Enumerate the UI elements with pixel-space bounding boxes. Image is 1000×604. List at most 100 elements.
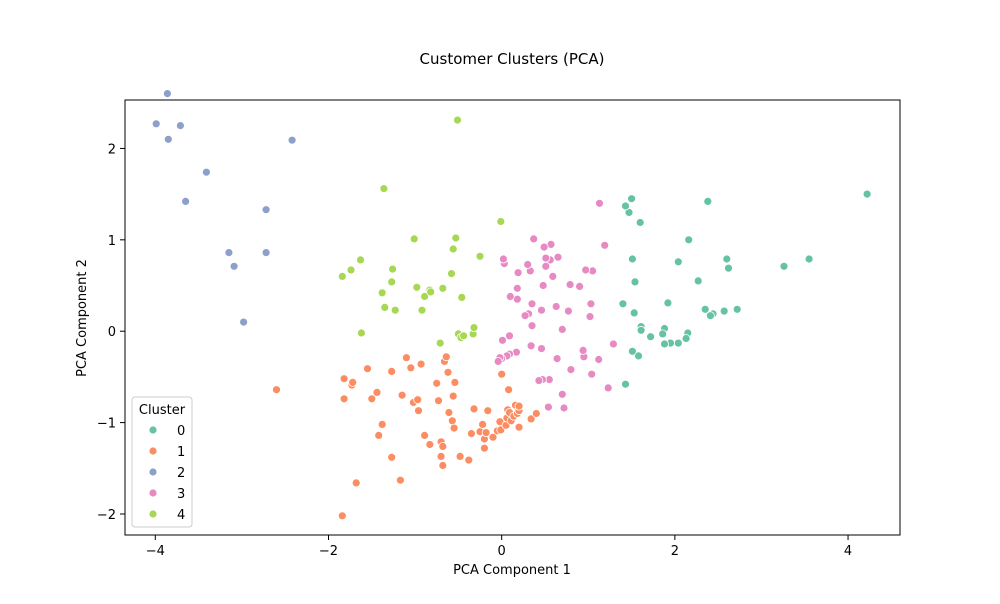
data-point	[553, 252, 563, 262]
data-point	[356, 255, 365, 265]
data-point	[450, 377, 460, 387]
data-point	[367, 394, 377, 404]
data-point	[451, 233, 461, 243]
data-point	[426, 287, 436, 297]
legend-label: 2	[177, 466, 185, 481]
data-point	[346, 265, 356, 275]
legend-label: 4	[177, 508, 185, 523]
data-point	[272, 385, 281, 395]
legend-marker	[148, 488, 158, 498]
data-point	[387, 366, 397, 376]
data-point	[681, 334, 691, 343]
data-point	[163, 134, 173, 144]
data-point	[703, 196, 713, 206]
data-point	[673, 338, 683, 348]
data-point	[201, 167, 211, 177]
y-axis: −2 −1 0 1 2	[97, 142, 125, 523]
data-point	[722, 254, 732, 264]
data-point	[351, 478, 361, 488]
legend-title: Cluster	[139, 403, 186, 418]
data-point	[498, 335, 507, 345]
data-point	[481, 428, 491, 438]
data-point	[469, 404, 479, 414]
data-point	[719, 306, 729, 316]
data-point	[432, 378, 442, 388]
data-point	[493, 356, 503, 366]
data-point	[732, 304, 742, 314]
data-point	[339, 394, 349, 404]
series-3	[493, 198, 618, 413]
data-point	[377, 419, 387, 429]
data-point	[526, 414, 536, 424]
legend: Cluster 0 1 2 3 4	[131, 396, 193, 528]
series-2	[151, 89, 297, 327]
data-point	[578, 345, 588, 355]
legend-marker	[148, 425, 158, 435]
data-point	[706, 311, 715, 321]
data-point	[239, 317, 249, 327]
data-point	[559, 403, 569, 413]
data-point	[862, 189, 872, 199]
data-point	[464, 455, 474, 465]
data-point	[581, 265, 591, 275]
data-point	[646, 332, 655, 342]
y-tick-label: 1	[108, 234, 116, 249]
data-point	[435, 338, 445, 348]
data-point	[544, 402, 553, 412]
data-point	[585, 312, 595, 322]
data-point	[459, 331, 469, 341]
data-point	[635, 218, 645, 227]
data-point	[395, 475, 405, 485]
y-tick-label: −1	[97, 417, 116, 432]
data-points	[151, 89, 872, 521]
x-tick-label: −2	[319, 544, 338, 559]
data-point	[409, 234, 419, 244]
data-point	[448, 391, 458, 401]
data-point	[455, 451, 465, 461]
data-point	[436, 451, 446, 461]
data-point	[586, 299, 596, 309]
data-point	[529, 234, 539, 244]
data-point	[372, 387, 382, 397]
data-point	[229, 261, 239, 271]
legend-box	[131, 396, 193, 528]
data-point	[497, 369, 507, 379]
data-point	[575, 281, 584, 291]
x-tick-label: 4	[844, 544, 852, 559]
data-point	[537, 344, 546, 354]
data-point	[621, 379, 630, 389]
data-point	[804, 254, 814, 264]
data-point	[483, 406, 493, 416]
data-point	[413, 395, 423, 405]
data-point	[693, 276, 703, 286]
data-point	[379, 184, 389, 194]
data-point	[498, 254, 508, 264]
data-point	[488, 432, 498, 442]
data-point	[595, 198, 604, 208]
series-1	[272, 352, 541, 521]
data-point	[162, 89, 172, 98]
data-point	[438, 283, 448, 293]
data-point	[609, 339, 618, 349]
data-point	[457, 292, 467, 302]
data-point	[434, 396, 443, 406]
data-point	[618, 299, 628, 309]
data-point	[630, 277, 640, 287]
data-point	[380, 302, 390, 312]
legend-label: 1	[177, 445, 185, 460]
data-point	[527, 321, 537, 331]
data-point	[541, 261, 551, 271]
data-point	[673, 257, 683, 267]
x-tick-label: −4	[146, 544, 165, 559]
data-point	[363, 364, 372, 374]
y-axis-label: PCA Component 2	[75, 259, 90, 377]
data-point	[261, 205, 271, 215]
series-4	[337, 115, 506, 348]
data-point	[420, 292, 430, 301]
data-point	[505, 331, 514, 341]
data-point	[416, 359, 426, 369]
data-point	[603, 383, 613, 393]
data-point	[551, 302, 561, 311]
data-point	[374, 430, 384, 440]
legend-marker	[148, 467, 158, 477]
